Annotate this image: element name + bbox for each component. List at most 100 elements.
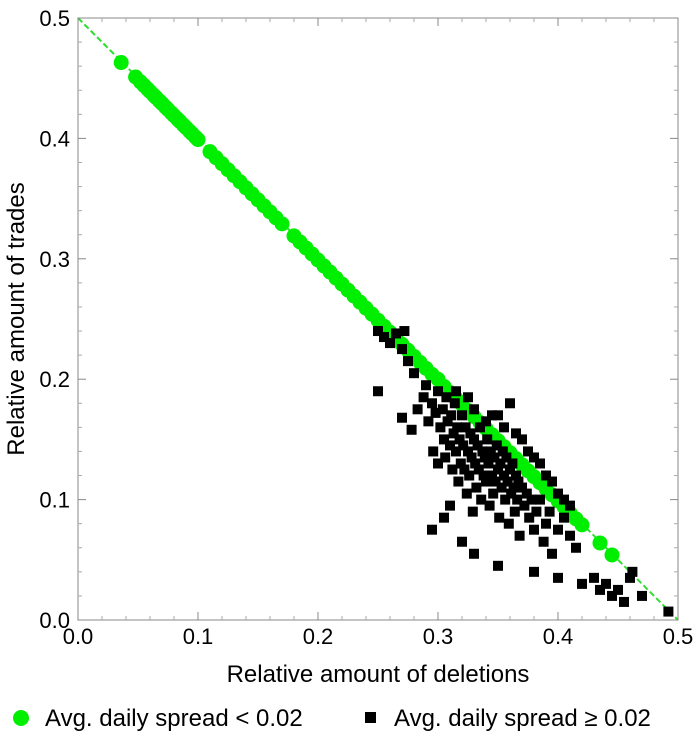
data-point-square <box>513 476 524 487</box>
data-point-square <box>373 326 383 337</box>
data-point-square <box>453 476 464 487</box>
y-tick-label: 0.0 <box>39 608 70 633</box>
data-point-square <box>475 422 485 433</box>
plot-frame <box>77 17 679 621</box>
tick-marks-layer <box>77 17 679 621</box>
data-point-square <box>433 386 443 397</box>
data-point-square <box>531 506 542 517</box>
legend-marker-square <box>365 712 376 723</box>
data-point-square <box>524 512 535 523</box>
data-point-circle <box>113 55 129 71</box>
data-point-square <box>529 524 539 535</box>
data-point-square <box>452 422 463 433</box>
data-point-square <box>469 548 479 559</box>
data-point-square <box>535 458 545 469</box>
data-point-square <box>541 518 551 529</box>
data-point-square <box>553 572 563 583</box>
data-point-square <box>506 488 517 499</box>
data-point-square <box>559 494 569 505</box>
data-point-square <box>471 482 482 493</box>
data-point-square <box>467 506 478 517</box>
legend: Avg. daily spread < 0.02 Avg. daily spre… <box>13 705 651 732</box>
data-point-square <box>439 434 449 445</box>
data-point-square <box>397 344 407 355</box>
y-tick-label: 0.4 <box>39 126 70 151</box>
data-point-circle <box>604 547 620 563</box>
data-point-square <box>457 410 467 421</box>
data-point-square <box>441 392 452 403</box>
y-tick-labels: 0.0 0.1 0.2 0.3 0.4 0.5 <box>39 6 70 633</box>
y-tick-label: 0.5 <box>39 6 70 31</box>
data-point-square <box>455 458 466 469</box>
data-point-square <box>447 464 458 475</box>
data-point-circle <box>190 132 206 148</box>
data-point-square <box>457 536 467 547</box>
data-point-square <box>519 500 530 511</box>
data-point-square <box>484 500 495 511</box>
data-point-square <box>399 326 410 337</box>
data-point-square <box>489 452 500 463</box>
data-point-circle <box>274 216 290 232</box>
data-point-square <box>397 412 407 423</box>
data-point-square <box>487 470 497 481</box>
y-axis-title: Relative amount of trades <box>3 182 30 455</box>
data-point-square <box>437 404 448 415</box>
data-point-square <box>512 494 523 505</box>
data-point-square <box>517 482 527 493</box>
data-point-square <box>499 422 509 433</box>
data-point-square <box>619 596 629 607</box>
data-point-square <box>547 548 557 559</box>
x-tick-label: 0.0 <box>63 624 94 649</box>
data-point-square <box>464 470 475 481</box>
data-point-square <box>487 410 497 421</box>
data-point-square <box>497 446 508 457</box>
data-point-square <box>541 470 551 481</box>
data-point-square <box>479 452 490 463</box>
x-tick-label: 0.3 <box>423 624 454 649</box>
data-point-square <box>505 464 515 475</box>
data-point-square <box>495 458 506 469</box>
data-point-square <box>511 470 521 481</box>
data-point-square <box>478 470 489 481</box>
data-point-square <box>627 566 638 577</box>
data-point-square <box>500 494 511 505</box>
data-point-square <box>385 338 395 349</box>
data-point-square <box>454 434 465 445</box>
legend-marker-circle <box>13 710 29 726</box>
y-tick-label: 0.3 <box>39 247 70 272</box>
data-point-square <box>535 494 545 505</box>
data-point-square <box>577 578 587 589</box>
data-point-square <box>559 512 569 523</box>
legend-label-high-spread: Avg. daily spread ≥ 0.02 <box>394 705 651 732</box>
data-point-square <box>427 524 437 535</box>
x-tick-label: 0.2 <box>303 624 334 649</box>
data-point-square <box>412 404 423 415</box>
y-tick-label: 0.2 <box>39 367 70 392</box>
legend-label-low-spread: Avg. daily spread < 0.02 <box>45 705 303 732</box>
data-point-square <box>496 482 507 493</box>
x-axis-title: Relative amount of deletions <box>227 661 530 688</box>
data-point-square <box>459 464 470 475</box>
data-point-square <box>538 536 549 547</box>
data-point-square <box>469 434 479 445</box>
data-point-square <box>477 446 488 457</box>
plot-area-border <box>77 17 679 621</box>
data-point-square <box>553 488 563 499</box>
data-point-square <box>508 482 519 493</box>
data-point-square <box>379 332 389 343</box>
data-point-square <box>470 458 481 469</box>
data-point-square <box>427 398 437 409</box>
data-point-square <box>481 416 491 427</box>
data-point-square <box>501 452 512 463</box>
data-point-square <box>442 416 453 427</box>
data-point-square <box>445 500 455 511</box>
data-point-square <box>529 566 539 577</box>
data-point-square <box>494 512 505 523</box>
data-point-square <box>503 518 514 529</box>
data-point-square <box>483 458 494 469</box>
data-point-square <box>406 424 417 435</box>
data-point-square <box>509 506 520 517</box>
data-point-square <box>461 488 472 499</box>
data-point-square <box>505 398 515 409</box>
